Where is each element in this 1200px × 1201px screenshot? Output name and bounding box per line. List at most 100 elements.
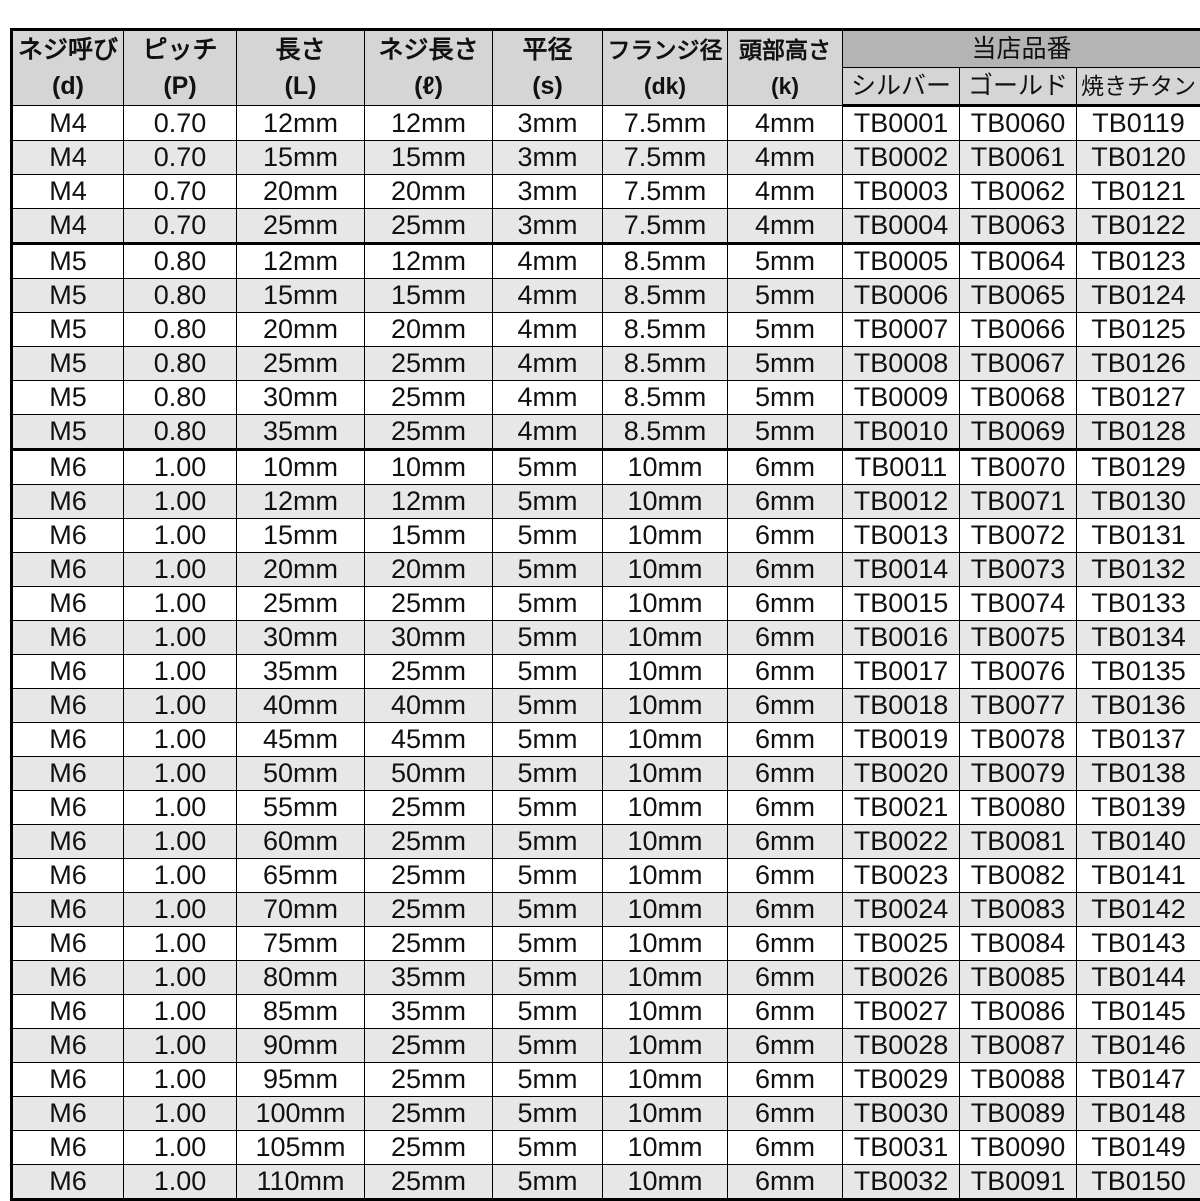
- cell-product-code-silver: TB0026: [843, 961, 960, 995]
- cell-flange-diameter: 10mm: [603, 655, 728, 689]
- cell-nominal-diameter: M5: [12, 415, 124, 450]
- cell-flange-diameter: 10mm: [603, 757, 728, 791]
- cell-length: 110mm: [237, 1165, 365, 1200]
- cell-pitch: 1.00: [124, 791, 237, 825]
- cell-product-code-gold: TB0069: [960, 415, 1077, 450]
- cell-across-flats: 4mm: [493, 347, 603, 381]
- cell-pitch: 0.80: [124, 279, 237, 313]
- cell-product-code-silver: TB0015: [843, 587, 960, 621]
- cell-length: 85mm: [237, 995, 365, 1029]
- cell-product-code-gold: TB0068: [960, 381, 1077, 415]
- cell-head-height: 6mm: [728, 893, 843, 927]
- cell-flange-diameter: 10mm: [603, 485, 728, 519]
- cell-across-flats: 5mm: [493, 1131, 603, 1165]
- cell-product-code-gold: TB0072: [960, 519, 1077, 553]
- cell-product-code-silver: TB0020: [843, 757, 960, 791]
- cell-pitch: 1.00: [124, 961, 237, 995]
- cell-nominal-diameter: M4: [12, 209, 124, 244]
- cell-nominal-diameter: M6: [12, 927, 124, 961]
- cell-nominal-diameter: M4: [12, 106, 124, 141]
- cell-product-code-titanium: TB0124: [1077, 279, 1200, 313]
- column-header-nominal-diameter-main: ネジ呼び: [13, 32, 123, 68]
- cell-thread-length: 25mm: [365, 655, 493, 689]
- cell-nominal-diameter: M5: [12, 347, 124, 381]
- cell-thread-length: 25mm: [365, 587, 493, 621]
- cell-flange-diameter: 8.5mm: [603, 279, 728, 313]
- column-header-length-main: 長さ: [237, 32, 364, 68]
- cell-flange-diameter: 7.5mm: [603, 141, 728, 175]
- cell-head-height: 5mm: [728, 244, 843, 279]
- column-header-pitch-sub: (P): [124, 68, 236, 104]
- cell-pitch: 0.70: [124, 106, 237, 141]
- cell-pitch: 1.00: [124, 553, 237, 587]
- cell-head-height: 6mm: [728, 450, 843, 485]
- cell-product-code-titanium: TB0136: [1077, 689, 1200, 723]
- cell-length: 100mm: [237, 1097, 365, 1131]
- cell-thread-length: 12mm: [365, 244, 493, 279]
- cell-product-code-silver: TB0012: [843, 485, 960, 519]
- cell-pitch: 1.00: [124, 1029, 237, 1063]
- cell-head-height: 6mm: [728, 621, 843, 655]
- cell-length: 50mm: [237, 757, 365, 791]
- screw-specification-table: ネジ呼び (d) ピッチ (P) 長さ (L) ネジ長さ (ℓ) 平径 (s: [10, 28, 1200, 1201]
- cell-across-flats: 5mm: [493, 450, 603, 485]
- cell-thread-length: 12mm: [365, 485, 493, 519]
- cell-product-code-gold: TB0066: [960, 313, 1077, 347]
- column-header-thread-length-sub: (ℓ): [365, 68, 492, 104]
- cell-thread-length: 25mm: [365, 415, 493, 450]
- cell-thread-length: 25mm: [365, 347, 493, 381]
- cell-across-flats: 5mm: [493, 893, 603, 927]
- cell-product-code-gold: TB0089: [960, 1097, 1077, 1131]
- cell-length: 60mm: [237, 825, 365, 859]
- cell-product-code-gold: TB0084: [960, 927, 1077, 961]
- cell-pitch: 1.00: [124, 927, 237, 961]
- cell-nominal-diameter: M6: [12, 723, 124, 757]
- cell-thread-length: 25mm: [365, 1131, 493, 1165]
- cell-flange-diameter: 10mm: [603, 859, 728, 893]
- cell-nominal-diameter: M4: [12, 175, 124, 209]
- cell-head-height: 6mm: [728, 791, 843, 825]
- cell-thread-length: 15mm: [365, 279, 493, 313]
- column-header-thread-length: ネジ長さ (ℓ): [365, 30, 493, 106]
- cell-length: 12mm: [237, 106, 365, 141]
- cell-flange-diameter: 7.5mm: [603, 106, 728, 141]
- cell-nominal-diameter: M6: [12, 655, 124, 689]
- cell-product-code-silver: TB0008: [843, 347, 960, 381]
- cell-thread-length: 12mm: [365, 106, 493, 141]
- cell-thread-length: 25mm: [365, 825, 493, 859]
- cell-across-flats: 4mm: [493, 279, 603, 313]
- cell-product-code-silver: TB0005: [843, 244, 960, 279]
- cell-product-code-titanium: TB0141: [1077, 859, 1200, 893]
- cell-product-code-titanium: TB0126: [1077, 347, 1200, 381]
- cell-head-height: 4mm: [728, 141, 843, 175]
- cell-product-code-silver: TB0017: [843, 655, 960, 689]
- cell-pitch: 1.00: [124, 689, 237, 723]
- cell-product-code-silver: TB0007: [843, 313, 960, 347]
- cell-thread-length: 25mm: [365, 859, 493, 893]
- cell-length: 15mm: [237, 141, 365, 175]
- cell-flange-diameter: 10mm: [603, 995, 728, 1029]
- cell-length: 40mm: [237, 689, 365, 723]
- cell-across-flats: 4mm: [493, 313, 603, 347]
- cell-pitch: 1.00: [124, 1165, 237, 1200]
- cell-nominal-diameter: M6: [12, 995, 124, 1029]
- cell-product-code-gold: TB0077: [960, 689, 1077, 723]
- cell-length: 90mm: [237, 1029, 365, 1063]
- cell-product-code-silver: TB0022: [843, 825, 960, 859]
- cell-pitch: 1.00: [124, 1097, 237, 1131]
- cell-product-code-titanium: TB0142: [1077, 893, 1200, 927]
- cell-product-code-silver: TB0032: [843, 1165, 960, 1200]
- cell-product-code-silver: TB0030: [843, 1097, 960, 1131]
- column-header-head-height-sub: (k): [728, 68, 842, 104]
- cell-pitch: 0.80: [124, 415, 237, 450]
